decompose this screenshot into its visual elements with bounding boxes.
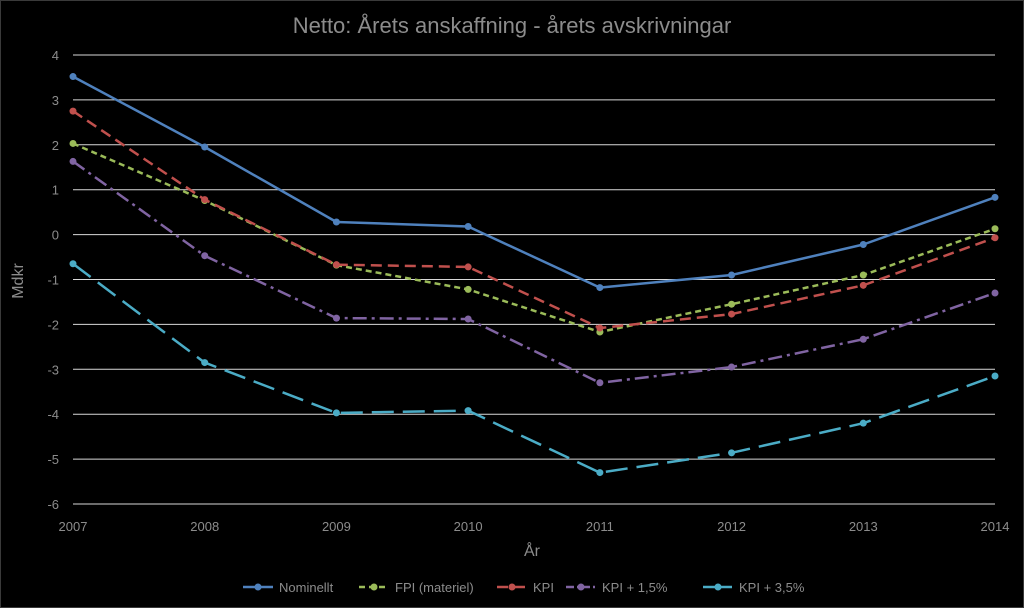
data-point xyxy=(859,240,867,248)
legend-label: KPI + 1,5% xyxy=(602,580,668,595)
data-point xyxy=(728,449,736,457)
legend: Nominellt FPI (materiel) KPI KPI + 1,5% KPI … xyxy=(243,580,805,595)
data-point xyxy=(596,379,604,387)
y-tick-label: -2 xyxy=(47,317,59,332)
series-line xyxy=(72,110,996,330)
series-4 xyxy=(69,260,999,477)
y-tick-label: -3 xyxy=(47,362,59,377)
data-point xyxy=(464,263,472,271)
y-axis-label: Mdkr xyxy=(10,263,27,299)
legend-marker xyxy=(714,583,722,591)
legend-item: KPI + 1,5% xyxy=(566,580,668,595)
legend-marker xyxy=(508,583,516,591)
data-point xyxy=(991,193,999,201)
y-tick-label: -5 xyxy=(47,452,59,467)
series-line xyxy=(72,142,996,334)
x-tick-label: 2007 xyxy=(59,519,88,534)
data-point xyxy=(69,73,77,81)
data-point xyxy=(69,107,77,115)
gridlines xyxy=(73,54,995,505)
data-point xyxy=(201,196,209,204)
x-tick-label: 2008 xyxy=(190,519,219,534)
data-point xyxy=(69,139,77,147)
data-point xyxy=(991,372,999,380)
data-point xyxy=(859,335,867,343)
legend-marker xyxy=(577,583,585,591)
data-point xyxy=(991,289,999,297)
legend-item: FPI (materiel) xyxy=(359,580,474,595)
data-point xyxy=(596,284,604,292)
legend-label: KPI + 3,5% xyxy=(739,580,805,595)
data-point xyxy=(859,419,867,427)
series-line xyxy=(72,75,996,289)
legend-label: Nominellt xyxy=(279,580,334,595)
data-point xyxy=(859,271,867,279)
x-tick-label: 2010 xyxy=(454,519,483,534)
x-tick-label: 2012 xyxy=(717,519,746,534)
legend-marker xyxy=(370,583,378,591)
data-point xyxy=(201,143,209,151)
data-point xyxy=(201,252,209,260)
data-point xyxy=(728,363,736,371)
data-point xyxy=(596,469,604,477)
chart-title: Netto: Årets anskaffning - årets avskriv… xyxy=(293,13,732,38)
data-point xyxy=(332,218,340,226)
data-point xyxy=(332,314,340,322)
x-axis-label: År xyxy=(524,541,541,560)
data-point xyxy=(728,271,736,279)
y-tick-label: -1 xyxy=(47,273,59,288)
x-tick-label: 2011 xyxy=(586,519,614,534)
series-1 xyxy=(69,139,999,336)
legend-label: FPI (materiel) xyxy=(395,580,474,595)
x-axis-ticks: 2007 2008 2009 2010 2011 2012 2013 2014 xyxy=(59,519,1010,534)
data-point xyxy=(991,234,999,242)
data-point xyxy=(464,223,472,231)
data-point xyxy=(69,157,77,165)
data-point xyxy=(201,359,209,367)
series-line xyxy=(72,160,996,385)
legend-item: KPI xyxy=(497,580,554,595)
data-point xyxy=(859,281,867,289)
data-point xyxy=(991,225,999,233)
y-tick-label: -4 xyxy=(47,407,59,422)
series-3 xyxy=(69,157,999,387)
y-tick-label: 0 xyxy=(52,228,59,243)
legend-label: KPI xyxy=(533,580,554,595)
series-2 xyxy=(69,107,999,332)
data-point xyxy=(332,409,340,417)
data-point xyxy=(464,315,472,323)
x-tick-label: 2014 xyxy=(981,519,1010,534)
series-line xyxy=(72,262,996,474)
y-tick-label: 1 xyxy=(52,183,59,198)
x-tick-label: 2013 xyxy=(849,519,878,534)
y-tick-label: -6 xyxy=(47,497,59,512)
legend-item: KPI + 3,5% xyxy=(703,580,805,595)
x-tick-label: 2009 xyxy=(322,519,351,534)
data-point xyxy=(728,310,736,318)
legend-marker xyxy=(254,583,262,591)
legend-item: Nominellt xyxy=(243,580,334,595)
y-axis-ticks: -6 -5 -4 -3 -2 -1 0 1 2 3 4 xyxy=(47,48,59,512)
data-point xyxy=(69,260,77,268)
series-lines xyxy=(69,73,999,477)
y-tick-label: 4 xyxy=(52,48,59,63)
data-point xyxy=(728,300,736,308)
data-point xyxy=(596,324,604,332)
y-tick-label: 3 xyxy=(52,93,59,108)
data-point xyxy=(464,285,472,293)
y-tick-label: 2 xyxy=(52,138,59,153)
data-point xyxy=(332,261,340,269)
series-0 xyxy=(69,73,999,292)
data-point xyxy=(464,407,472,415)
